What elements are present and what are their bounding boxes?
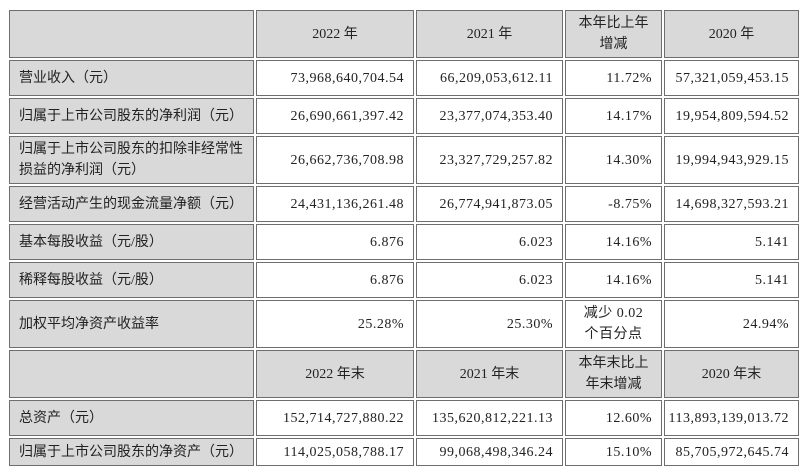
financial-summary-table: 2022 年 2021 年 本年比上年 增减 2020 年 营业收入（元） 73… bbox=[7, 8, 800, 468]
cell-2020: 19,954,809,594.52 bbox=[664, 98, 799, 134]
cell-change: 14.30% bbox=[565, 136, 662, 184]
cell-change: 15.10% bbox=[565, 438, 662, 466]
cell-2022: 6.876 bbox=[256, 224, 414, 260]
header-blank bbox=[9, 350, 254, 398]
cell-2021: 6.023 bbox=[416, 224, 563, 260]
header-2020: 2020 年 bbox=[664, 10, 799, 58]
cell-2022: 26,690,661,397.42 bbox=[256, 98, 414, 134]
cell-2021: 135,620,812,221.13 bbox=[416, 400, 563, 436]
cell-2020: 5.141 bbox=[664, 262, 799, 298]
cell-2021: 6.023 bbox=[416, 262, 563, 298]
cell-label: 加权平均净资产收益率 bbox=[9, 300, 254, 348]
cell-2021: 23,327,729,257.82 bbox=[416, 136, 563, 184]
cell-2020: 113,893,139,013.72 bbox=[664, 400, 799, 436]
yearend-header-row: 2022 年末 2021 年末 本年末比上 年末增减 2020 年末 bbox=[9, 350, 799, 398]
header-2020-end: 2020 年末 bbox=[664, 350, 799, 398]
header-yoy-change: 本年比上年 增减 bbox=[565, 10, 662, 58]
cell-label: 归属于上市公司股东的净资产（元） bbox=[9, 438, 254, 466]
cell-change: 12.60% bbox=[565, 400, 662, 436]
cell-change: 14.17% bbox=[565, 98, 662, 134]
cell-2021: 66,209,053,612.11 bbox=[416, 60, 563, 96]
row-basic-eps: 基本每股收益（元/股） 6.876 6.023 14.16% 5.141 bbox=[9, 224, 799, 260]
row-revenue: 营业收入（元） 73,968,640,704.54 66,209,053,612… bbox=[9, 60, 799, 96]
cell-change: -8.75% bbox=[565, 186, 662, 222]
row-net-profit-deducted: 归属于上市公司股东的扣除非经常性损益的净利润（元） 26,662,736,708… bbox=[9, 136, 799, 184]
row-diluted-eps: 稀释每股收益（元/股） 6.876 6.023 14.16% 5.141 bbox=[9, 262, 799, 298]
cell-2021: 25.30% bbox=[416, 300, 563, 348]
row-total-assets: 总资产（元） 152,714,727,880.22 135,620,812,22… bbox=[9, 400, 799, 436]
cell-2020: 57,321,059,453.15 bbox=[664, 60, 799, 96]
cell-2020: 24.94% bbox=[664, 300, 799, 348]
header-2022: 2022 年 bbox=[256, 10, 414, 58]
cell-change: 14.16% bbox=[565, 262, 662, 298]
header-2021-end: 2021 年末 bbox=[416, 350, 563, 398]
header-2022-end: 2022 年末 bbox=[256, 350, 414, 398]
cell-change: 14.16% bbox=[565, 224, 662, 260]
row-net-profit: 归属于上市公司股东的净利润（元） 26,690,661,397.42 23,37… bbox=[9, 98, 799, 134]
cell-label: 归属于上市公司股东的净利润（元） bbox=[9, 98, 254, 134]
cell-2022: 26,662,736,708.98 bbox=[256, 136, 414, 184]
cell-2021: 99,068,498,346.24 bbox=[416, 438, 563, 466]
cell-2020: 85,705,972,645.74 bbox=[664, 438, 799, 466]
cell-2022: 73,968,640,704.54 bbox=[256, 60, 414, 96]
cell-2020: 19,994,943,929.15 bbox=[664, 136, 799, 184]
cell-2021: 23,377,074,353.40 bbox=[416, 98, 563, 134]
cell-change: 11.72% bbox=[565, 60, 662, 96]
cell-label: 总资产（元） bbox=[9, 400, 254, 436]
annual-header-row: 2022 年 2021 年 本年比上年 增减 2020 年 bbox=[9, 10, 799, 58]
cell-2021: 26,774,941,873.05 bbox=[416, 186, 563, 222]
cell-change: 减少 0.02 个百分点 bbox=[565, 300, 662, 348]
cell-2020: 5.141 bbox=[664, 224, 799, 260]
cell-2022: 152,714,727,880.22 bbox=[256, 400, 414, 436]
cell-label: 基本每股收益（元/股） bbox=[9, 224, 254, 260]
cell-2022: 114,025,058,788.17 bbox=[256, 438, 414, 466]
cell-2020: 14,698,327,593.21 bbox=[664, 186, 799, 222]
cell-2022: 6.876 bbox=[256, 262, 414, 298]
cell-label: 归属于上市公司股东的扣除非经常性损益的净利润（元） bbox=[9, 136, 254, 184]
header-yearend-change: 本年末比上 年末增减 bbox=[565, 350, 662, 398]
cell-2022: 24,431,136,261.48 bbox=[256, 186, 414, 222]
header-2021: 2021 年 bbox=[416, 10, 563, 58]
row-net-assets: 归属于上市公司股东的净资产（元） 114,025,058,788.17 99,0… bbox=[9, 438, 799, 466]
row-weighted-avg-roe: 加权平均净资产收益率 25.28% 25.30% 减少 0.02 个百分点 24… bbox=[9, 300, 799, 348]
cell-label: 稀释每股收益（元/股） bbox=[9, 262, 254, 298]
header-blank bbox=[9, 10, 254, 58]
cell-label: 营业收入（元） bbox=[9, 60, 254, 96]
cell-label: 经营活动产生的现金流量净额（元） bbox=[9, 186, 254, 222]
cell-2022: 25.28% bbox=[256, 300, 414, 348]
row-operating-cash-flow: 经营活动产生的现金流量净额（元） 24,431,136,261.48 26,77… bbox=[9, 186, 799, 222]
